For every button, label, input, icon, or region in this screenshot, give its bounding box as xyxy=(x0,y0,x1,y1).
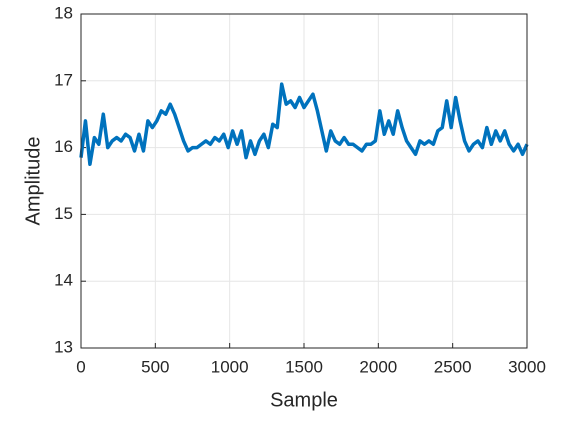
x-tick-label: 1000 xyxy=(211,357,249,376)
x-tick-label: 500 xyxy=(141,357,169,376)
y-tick-label: 13 xyxy=(54,337,73,356)
y-tick-label: 18 xyxy=(54,3,73,22)
x-tick-label: 1500 xyxy=(285,357,323,376)
y-axis-label: Amplitude xyxy=(22,137,44,226)
y-tick-label: 16 xyxy=(54,137,73,156)
y-tick-label: 14 xyxy=(54,271,73,290)
x-tick-label: 2000 xyxy=(359,357,397,376)
x-tick-label: 2500 xyxy=(434,357,472,376)
data-line xyxy=(79,82,529,167)
x-axis-label: Sample xyxy=(270,389,338,411)
x-tick-label: 3000 xyxy=(508,357,546,376)
x-tick-label: 0 xyxy=(76,357,85,376)
y-tick-label: 17 xyxy=(54,70,73,89)
y-tick-label: 15 xyxy=(54,204,73,223)
axes-box xyxy=(80,13,528,349)
